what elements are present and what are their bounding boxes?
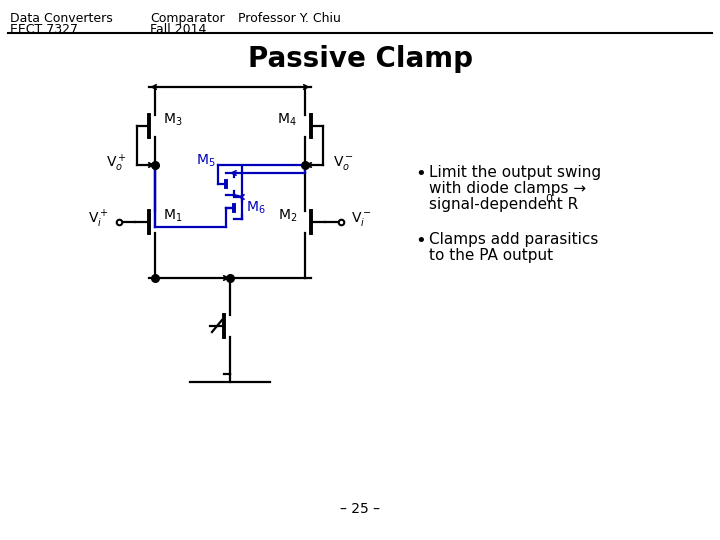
Text: Limit the output swing: Limit the output swing xyxy=(429,165,601,180)
Text: M$_5$: M$_5$ xyxy=(197,153,216,169)
Text: V$_o^-$: V$_o^-$ xyxy=(333,154,354,172)
Text: V$_i^-$: V$_i^-$ xyxy=(351,211,372,228)
Text: M$_2$: M$_2$ xyxy=(278,207,297,224)
Text: Comparator: Comparator xyxy=(150,12,225,25)
Text: Passive Clamp: Passive Clamp xyxy=(248,45,472,73)
Text: Fall 2014: Fall 2014 xyxy=(150,23,207,36)
Text: with diode clamps →: with diode clamps → xyxy=(429,181,586,196)
Text: V$_o^+$: V$_o^+$ xyxy=(107,152,127,174)
Text: M$_1$: M$_1$ xyxy=(163,207,182,224)
Text: M$_4$: M$_4$ xyxy=(277,112,297,128)
Text: 0: 0 xyxy=(545,194,552,204)
Text: M$_6$: M$_6$ xyxy=(246,200,266,216)
Text: M$_3$: M$_3$ xyxy=(163,112,182,128)
Text: Data Converters: Data Converters xyxy=(10,12,113,25)
Text: Professor Y. Chiu: Professor Y. Chiu xyxy=(238,12,341,25)
Text: V$_i^+$: V$_i^+$ xyxy=(89,209,109,230)
Text: – 25 –: – 25 – xyxy=(340,502,380,516)
Text: Clamps add parasitics: Clamps add parasitics xyxy=(429,232,598,247)
Text: EECT 7327: EECT 7327 xyxy=(10,23,78,36)
Text: •: • xyxy=(415,232,426,250)
Text: •: • xyxy=(415,165,426,183)
Text: signal-dependent R: signal-dependent R xyxy=(429,197,578,212)
Text: to the PA output: to the PA output xyxy=(429,248,553,263)
